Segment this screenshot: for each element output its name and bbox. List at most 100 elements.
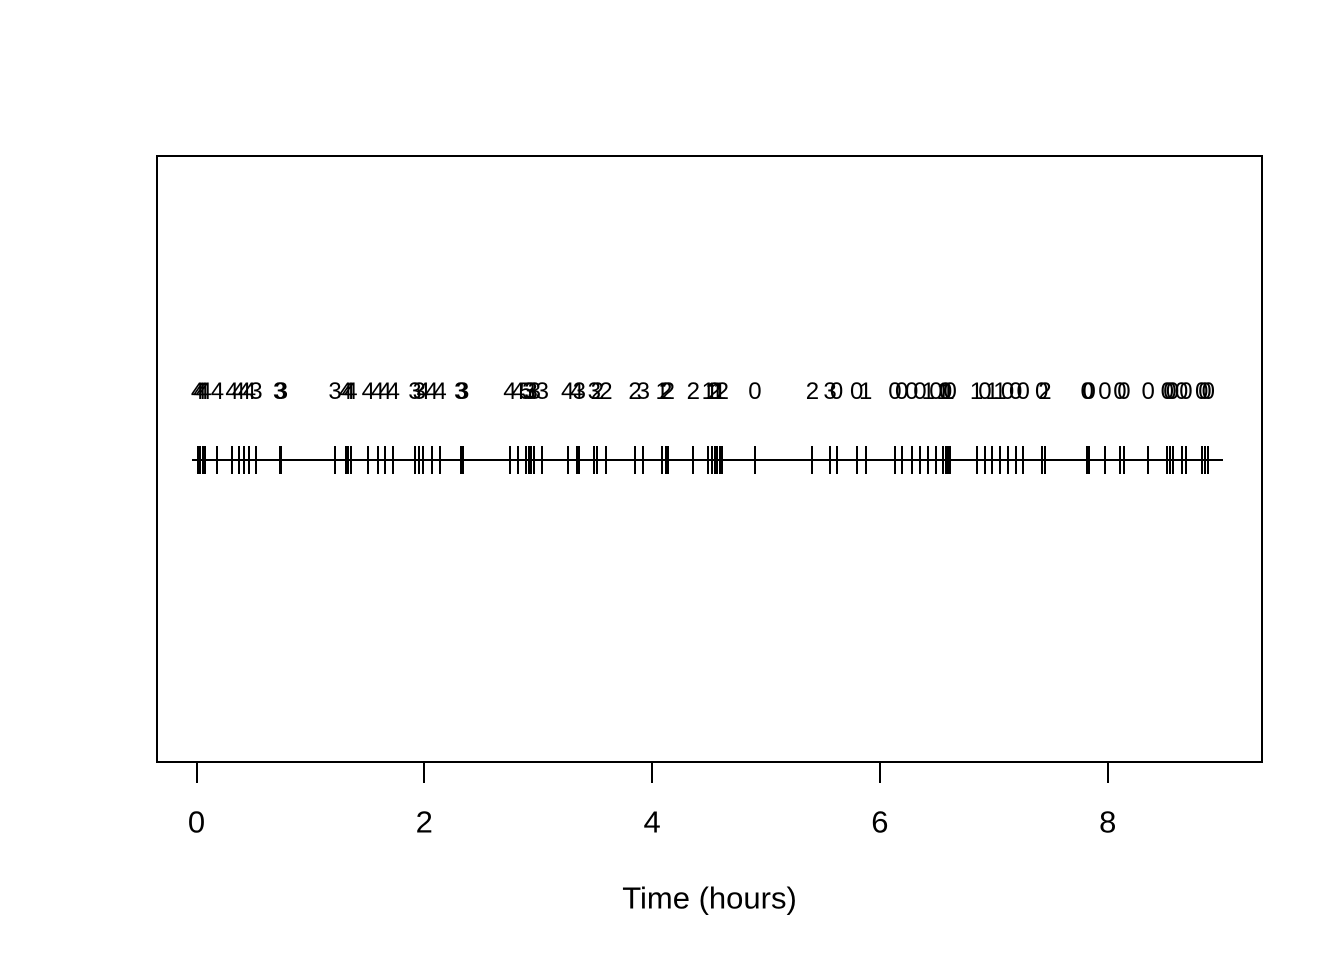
event-count-label: 1 [858, 378, 873, 405]
event-tick [392, 446, 395, 474]
event-count-label: 3 [455, 378, 470, 405]
event-tick [199, 446, 202, 474]
event-tick [508, 446, 511, 474]
event-count-label: 0 [1165, 378, 1180, 405]
event-count-label: 4 [371, 378, 385, 405]
event-count-label: 0 [1198, 378, 1212, 405]
event-count-label: 0 [1174, 378, 1189, 405]
event-tick [216, 446, 219, 474]
event-count-label: 3 [823, 378, 837, 405]
event-count-label: 0 [1194, 378, 1209, 405]
event-tick [349, 446, 352, 474]
event-count-label: 0 [849, 378, 864, 405]
event-count-label: 4 [511, 378, 525, 405]
event-count-label: 1 [921, 378, 935, 405]
event-count-label: 0 [1117, 378, 1131, 405]
x-axis-tick [1106, 763, 1109, 783]
event-tick [1147, 446, 1150, 474]
event-count-label: 4 [433, 378, 447, 405]
x-axis-tick [195, 763, 198, 783]
event-tick [344, 446, 347, 474]
event-count-label: 0 [1016, 378, 1030, 405]
event-tick [524, 446, 527, 474]
event-tick [575, 446, 578, 474]
event-tick [604, 446, 607, 474]
event-tick [1014, 446, 1017, 474]
event-count-label: 3 [454, 378, 468, 405]
event-tick [983, 446, 986, 474]
event-tick [1203, 446, 1206, 474]
event-count-label: 4 [570, 378, 584, 405]
event-count-label: 2 [708, 378, 722, 405]
event-tick [707, 446, 710, 474]
event-count-label: 3 [572, 378, 586, 405]
event-count-label: 4 [193, 378, 207, 405]
event-tick [975, 446, 978, 474]
event-count-label: 0 [1098, 378, 1112, 405]
event-count-label: 0 [1201, 378, 1215, 405]
event-tick [1207, 446, 1210, 474]
event-count-label: 2 [1038, 378, 1052, 405]
event-count-label: 4 [242, 378, 257, 405]
event-tick [753, 446, 756, 474]
event-tick [991, 446, 994, 474]
event-tick [667, 446, 670, 474]
event-tick [864, 446, 867, 474]
event-count-label: 1 [941, 378, 955, 405]
event-count-label: 0 [748, 378, 762, 405]
event-tick [1184, 446, 1187, 474]
event-tick [829, 446, 831, 474]
event-tick [413, 446, 416, 474]
event-tick [1166, 446, 1169, 474]
event-count-label: 4 [344, 378, 358, 405]
event-count-label: 2 [628, 378, 642, 405]
event-count-label: 0 [1113, 378, 1127, 405]
event-tick [278, 446, 281, 474]
event-tick [334, 446, 336, 474]
event-tick [634, 446, 636, 474]
event-count-label: 2 [661, 378, 675, 405]
event-count-label: 4 [237, 378, 252, 405]
event-tick [855, 446, 858, 474]
event-count-label: 2 [686, 378, 701, 405]
event-count-label: 1 [710, 378, 724, 405]
event-tick [910, 446, 913, 474]
event-count-label: 4 [198, 378, 212, 405]
plot-area-border [156, 155, 1263, 763]
event-count-label: 4 [386, 378, 400, 405]
event-tick [527, 446, 530, 474]
event-count-label: 0 [1082, 378, 1096, 405]
event-count-label: 0 [1000, 378, 1015, 405]
x-axis-tick [878, 763, 881, 783]
event-count-label: 4 [561, 378, 575, 405]
event-tick [1040, 446, 1043, 474]
event-tick [949, 446, 952, 474]
x-axis-tick-label: 0 [187, 804, 206, 840]
event-count-label: 1 [985, 378, 999, 405]
event-tick [593, 446, 596, 474]
event-count-label: 5 [518, 378, 533, 405]
x-axis-tick [651, 763, 654, 783]
event-tick [1088, 446, 1091, 474]
event-count-label: 4 [339, 378, 353, 405]
event-count-label: 4 [361, 378, 375, 405]
event-count-label: 3 [274, 378, 289, 405]
event-count-label: 2 [805, 378, 820, 405]
event-count-label: 1 [936, 378, 950, 405]
event-tick [692, 446, 695, 474]
event-tick [1043, 446, 1046, 474]
event-tick [530, 446, 533, 474]
event-count-label: 4 [503, 378, 517, 405]
event-tick [1180, 446, 1183, 474]
event-count-label: 4 [195, 378, 210, 405]
event-tick [201, 446, 204, 474]
event-tick [934, 446, 937, 474]
event-tick [664, 446, 667, 474]
event-count-label: 0 [1008, 378, 1023, 405]
event-tick [927, 446, 930, 474]
event-tick [1122, 446, 1125, 474]
event-tick [811, 446, 814, 474]
event-count-label: 1 [993, 378, 1007, 405]
event-tick [1086, 446, 1089, 474]
